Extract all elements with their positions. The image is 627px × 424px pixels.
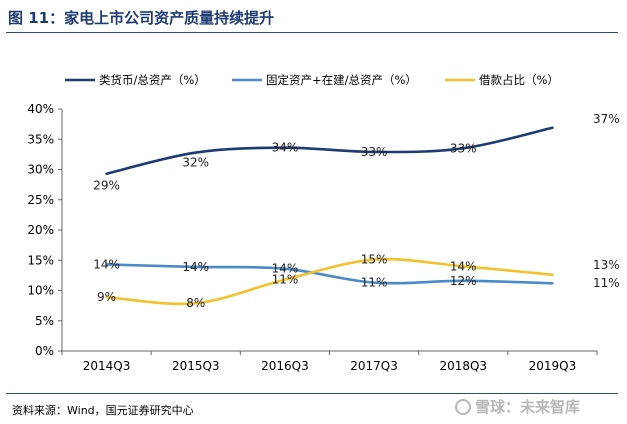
x-tick-label: 2015Q3 (172, 359, 220, 373)
series-line-borrowing (105, 257, 554, 306)
x-tick-label: 2017Q3 (350, 359, 398, 373)
data-label: 11% (593, 276, 620, 290)
data-label: 33% (361, 145, 388, 159)
snowball-icon (455, 399, 471, 415)
y-tick-label: 20% (27, 223, 54, 237)
line-chart: 0% 5% 10% 15% 20% 25% 30% 35% 40% 2014Q3 2015Q3 201… (27, 73, 619, 373)
data-label: 33% (450, 141, 477, 155)
x-tick-label: 2019Q3 (529, 359, 577, 373)
series-line-fixed-assets (105, 263, 554, 285)
y-tick-label: 5% (35, 314, 54, 328)
y-tick-label: 40% (27, 102, 54, 116)
data-label: 9% (97, 290, 116, 304)
title-divider (6, 32, 618, 33)
data-label: 13% (593, 258, 620, 272)
legend-label: 类货币/总资产（%） (99, 73, 206, 87)
y-tick-label: 10% (27, 284, 54, 298)
data-label: 8% (186, 296, 205, 310)
source-note: 资料来源：Wind，国元证券研究中心 (12, 404, 194, 417)
chart-legend: 类货币/总资产（%） 固定资产+在建/总资产（%） 借款占比（%） (65, 73, 559, 87)
data-label: 34% (272, 141, 299, 155)
data-label: 14% (450, 259, 477, 273)
data-label: 14% (93, 257, 120, 271)
y-tick-label: 15% (27, 253, 54, 267)
x-tick-label: 2014Q3 (83, 359, 131, 373)
data-label: 29% (93, 179, 120, 193)
watermark: 雪球：未来智库 (455, 396, 580, 417)
y-tick-label: 30% (27, 163, 54, 177)
x-tick-label: 2018Q3 (439, 359, 487, 373)
figure-title: 图 11：家电上市公司资产质量持续提升 (8, 9, 275, 27)
data-label: 11% (272, 273, 299, 287)
chart-data-labels: 29%32%34% 33% 33%37%14% 14% 14%11% 12% 11%9% 8%… (93, 112, 619, 310)
y-tick-label: 0% (35, 344, 54, 358)
data-label: 37% (593, 112, 620, 126)
data-label: 14% (272, 262, 299, 276)
data-label: 11% (361, 276, 388, 290)
legend-label: 固定资产+在建/总资产（%） (266, 73, 417, 87)
chart-series (105, 126, 554, 306)
watermark-text: 雪球：未来智库 (475, 398, 581, 416)
y-tick-label: 25% (27, 193, 54, 207)
data-label: 14% (182, 260, 209, 274)
source-divider (6, 393, 618, 394)
data-label: 12% (450, 274, 477, 288)
x-tick-label: 2016Q3 (261, 359, 309, 373)
legend-label: 借款占比（%） (479, 73, 559, 87)
chart-axes: 0% 5% 10% 15% 20% 25% 30% 35% 40% 2014Q3 2015Q3 201… (27, 102, 598, 373)
y-tick-label: 35% (27, 132, 54, 146)
data-label: 32% (182, 156, 209, 170)
data-label: 15% (361, 253, 388, 267)
series-line-cash (105, 126, 554, 176)
